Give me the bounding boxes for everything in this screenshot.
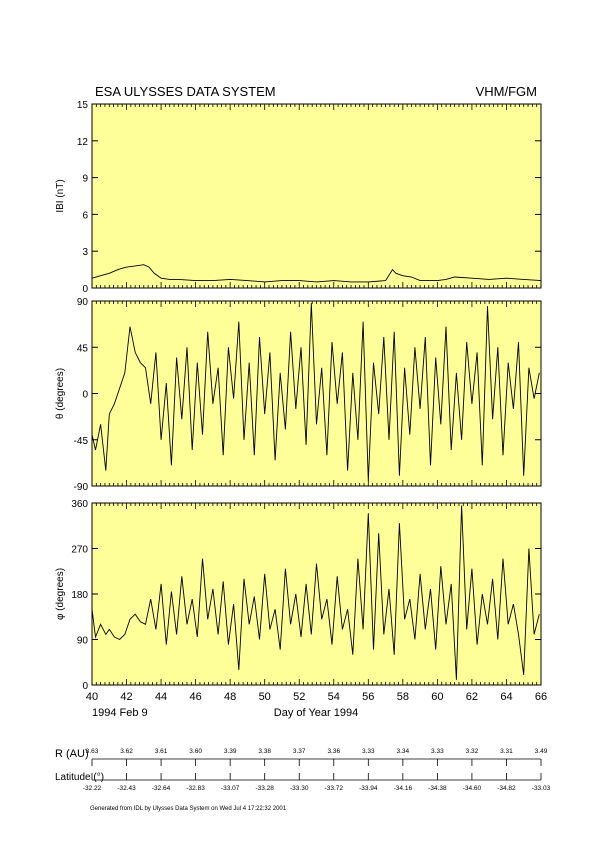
r-value: 3.33 <box>362 748 375 755</box>
magnitude-ytick-label: 12 <box>77 137 89 148</box>
r-value: 3.62 <box>120 748 133 755</box>
r-value: 3.32 <box>466 748 479 755</box>
lat-value: -33.72 <box>325 785 344 792</box>
lat-value: -33.30 <box>290 785 309 792</box>
theta-panel: -90 -45 0 45 90 θ (degrees) <box>55 297 542 493</box>
lat-value: -33.94 <box>359 785 378 792</box>
phi-ytick-label: 270 <box>71 545 88 556</box>
r-value: 3.60 <box>189 748 202 755</box>
x-tick-label: 44 <box>155 691 167 703</box>
theta-plot-area <box>91 300 542 487</box>
r-value: 3.61 <box>155 748 168 755</box>
x-tick-label: 46 <box>189 691 201 703</box>
lat-value: -33.07 <box>221 785 240 792</box>
x-tick-label: 62 <box>466 691 478 703</box>
phi-ytick-label: 180 <box>71 590 88 601</box>
lat-value: -33.28 <box>255 785 274 792</box>
x-tick-label: 64 <box>500 691 512 703</box>
x-tick-label: 60 <box>431 691 443 703</box>
phi-ytick-label: 360 <box>71 499 88 510</box>
lat-value: -34.38 <box>428 785 447 792</box>
lat-value: -32.22 <box>83 785 102 792</box>
x-tick-label: 50 <box>259 691 271 703</box>
r-value: 3.63 <box>86 748 99 755</box>
magnitude-ytick-label: 9 <box>82 174 88 185</box>
r-value: 3.49 <box>535 748 548 755</box>
r-value: 3.38 <box>258 748 271 755</box>
x-tick-label: 58 <box>397 691 409 703</box>
latitude-label: Latitude (°) <box>55 772 104 783</box>
lat-value: -33.03 <box>532 785 551 792</box>
chart-title-left: ESA ULYSSES DATA SYSTEM <box>95 84 276 99</box>
magnitude-ytick-label: 0 <box>82 284 88 295</box>
x-tick-label: 66 <box>535 691 547 703</box>
footer-note: Generated from IDL by Ulysses Data Syste… <box>90 806 287 812</box>
date-label: 1994 Feb 9 <box>92 707 148 719</box>
x-tick-label: 56 <box>362 691 374 703</box>
magnitude-plot-area <box>91 103 542 289</box>
lat-value: -34.16 <box>394 785 413 792</box>
theta-ytick-label: -45 <box>74 436 89 447</box>
magnitude-ylabel: IBI (nT) <box>55 179 66 212</box>
x-tick-label: 54 <box>328 691 340 703</box>
field-magnitude-panel: 0 3 6 9 12 15 IBI (nT) <box>55 100 542 295</box>
r-value: 3.36 <box>327 748 340 755</box>
ephemeris-table: R (AU) Latitude (°) 3.63 -32.22 3.62 -32.43… <box>55 748 551 792</box>
x-tick-label: 52 <box>293 691 305 703</box>
lat-value: -34.82 <box>497 785 516 792</box>
theta-ylabel: θ (degrees) <box>55 368 66 419</box>
theta-series-line <box>91 303 540 481</box>
phi-ylabel: φ (degrees) <box>55 568 66 620</box>
chart-title-right: VHM/FGM <box>476 84 537 99</box>
theta-ytick-label: -90 <box>74 482 89 493</box>
phi-ytick-label: 0 <box>82 681 88 692</box>
magnitude-series-line <box>91 264 542 283</box>
lat-value: -34.60 <box>463 785 482 792</box>
r-value: 3.37 <box>293 748 306 755</box>
r-value: 3.39 <box>224 748 237 755</box>
theta-ytick-label: 0 <box>82 390 88 401</box>
magnitude-ytick-label: 15 <box>77 100 89 111</box>
x-axis-label: Day of Year 1994 <box>274 707 358 719</box>
phi-plot-area <box>91 502 542 686</box>
lat-value: -32.64 <box>152 785 171 792</box>
r-value: 3.34 <box>397 748 410 755</box>
phi-panel: 0 90 180 270 360 φ (degrees) 40 42 44 46 48 50 52 54 5… <box>55 499 547 703</box>
phi-ytick-label: 90 <box>77 636 89 647</box>
r-value: 3.31 <box>500 748 513 755</box>
magnitude-ytick-label: 3 <box>82 247 88 258</box>
phi-series-line <box>91 505 540 680</box>
lat-value: -32.83 <box>186 785 205 792</box>
r-au-label: R (AU) <box>55 748 89 760</box>
magnitude-ytick-label: 6 <box>82 210 88 221</box>
lat-value: -32.43 <box>117 785 136 792</box>
x-tick-label: 42 <box>120 691 132 703</box>
theta-ytick-label: 90 <box>77 297 89 308</box>
x-tick-label: 40 <box>86 691 98 703</box>
x-tick-label: 48 <box>224 691 236 703</box>
r-value: 3.33 <box>431 748 444 755</box>
theta-ytick-label: 45 <box>77 343 89 354</box>
